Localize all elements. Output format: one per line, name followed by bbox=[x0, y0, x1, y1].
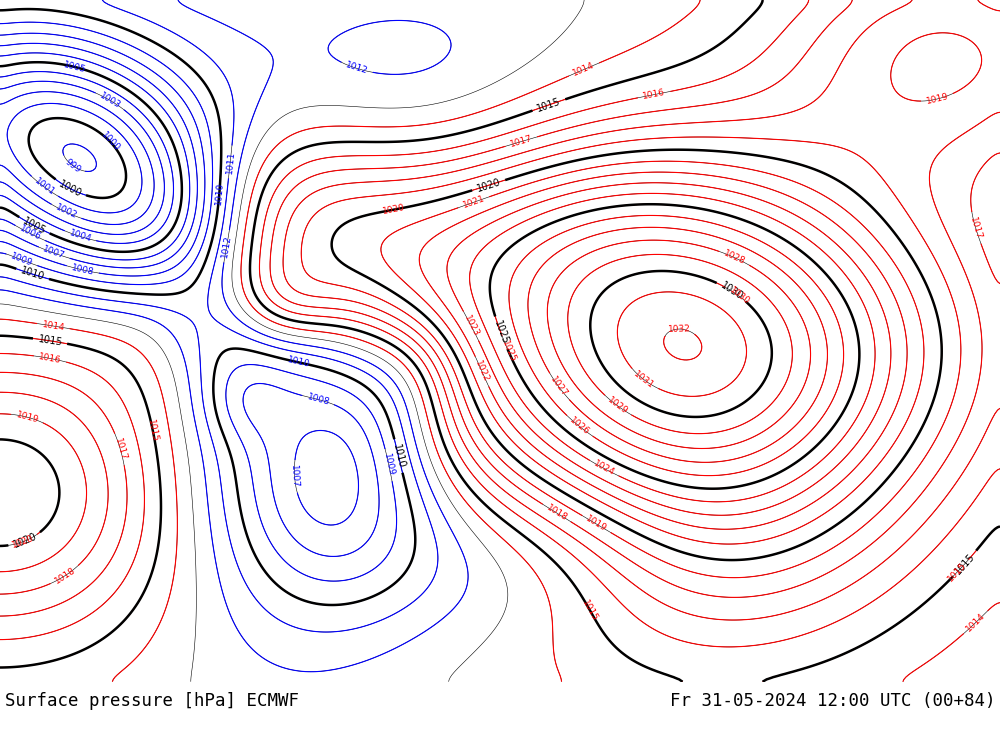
Text: 1024: 1024 bbox=[592, 459, 616, 478]
Text: Fr 31-05-2024 12:00 UTC (00+84): Fr 31-05-2024 12:00 UTC (00+84) bbox=[670, 693, 995, 710]
Text: 1030: 1030 bbox=[727, 286, 751, 307]
Text: 1032: 1032 bbox=[668, 324, 691, 334]
Text: 1030: 1030 bbox=[719, 280, 745, 302]
Text: 1001: 1001 bbox=[32, 177, 56, 197]
Text: 1020: 1020 bbox=[10, 534, 35, 550]
Text: 1025: 1025 bbox=[500, 339, 517, 364]
Text: 1019: 1019 bbox=[15, 410, 40, 424]
Text: 1020: 1020 bbox=[381, 203, 405, 216]
Text: 1020: 1020 bbox=[475, 177, 502, 194]
Text: 1010: 1010 bbox=[19, 266, 46, 283]
Text: 1018: 1018 bbox=[53, 566, 77, 586]
Text: 1019: 1019 bbox=[925, 92, 950, 106]
Text: 1031: 1031 bbox=[632, 369, 656, 391]
Text: 1017: 1017 bbox=[113, 437, 128, 462]
Text: 1022: 1022 bbox=[473, 359, 491, 384]
Text: 1014: 1014 bbox=[572, 61, 596, 78]
Text: 1011: 1011 bbox=[225, 150, 236, 174]
Text: 1015: 1015 bbox=[953, 551, 977, 576]
Text: 1002: 1002 bbox=[54, 203, 78, 221]
Text: 1005: 1005 bbox=[21, 216, 47, 236]
Text: 1015: 1015 bbox=[581, 599, 600, 623]
Text: 1023: 1023 bbox=[462, 314, 481, 338]
Text: 1003: 1003 bbox=[98, 91, 122, 110]
Text: 1017: 1017 bbox=[509, 134, 534, 149]
Text: 1015: 1015 bbox=[37, 334, 63, 347]
Text: 1006: 1006 bbox=[18, 224, 42, 243]
Text: 1020: 1020 bbox=[12, 531, 38, 550]
Text: Surface pressure [hPa] ECMWF: Surface pressure [hPa] ECMWF bbox=[5, 693, 299, 710]
Text: 1019: 1019 bbox=[584, 515, 609, 534]
Text: 1012: 1012 bbox=[345, 61, 369, 76]
Text: 999: 999 bbox=[63, 157, 82, 174]
Text: 1021: 1021 bbox=[461, 194, 486, 210]
Text: 1015: 1015 bbox=[946, 561, 969, 583]
Text: 1029: 1029 bbox=[606, 395, 629, 416]
Text: 1016: 1016 bbox=[642, 88, 666, 101]
Text: 1027: 1027 bbox=[548, 375, 569, 399]
Text: 1010: 1010 bbox=[391, 443, 406, 469]
Text: 1014: 1014 bbox=[964, 611, 987, 633]
Text: 1016: 1016 bbox=[38, 352, 62, 365]
Text: 1008: 1008 bbox=[70, 263, 95, 277]
Text: 1028: 1028 bbox=[722, 248, 747, 267]
Text: 1026: 1026 bbox=[568, 416, 591, 437]
Text: 1018: 1018 bbox=[545, 503, 569, 523]
Text: 1000: 1000 bbox=[99, 130, 121, 153]
Text: 1014: 1014 bbox=[41, 320, 65, 332]
Text: 1010: 1010 bbox=[214, 182, 225, 206]
Text: 1009: 1009 bbox=[382, 453, 396, 477]
Text: 1004: 1004 bbox=[68, 229, 92, 244]
Text: 1017: 1017 bbox=[968, 216, 983, 240]
Text: 1007: 1007 bbox=[42, 245, 66, 261]
Text: 1012: 1012 bbox=[220, 235, 233, 258]
Text: 1010: 1010 bbox=[286, 356, 310, 369]
Text: 1005: 1005 bbox=[63, 60, 87, 74]
Text: 1000: 1000 bbox=[57, 178, 83, 199]
Text: 1025: 1025 bbox=[492, 320, 510, 346]
Text: 1009: 1009 bbox=[9, 251, 34, 268]
Text: 1007: 1007 bbox=[289, 465, 300, 488]
Text: 1015: 1015 bbox=[146, 419, 160, 443]
Text: 1008: 1008 bbox=[306, 392, 331, 407]
Text: 1015: 1015 bbox=[536, 96, 562, 114]
